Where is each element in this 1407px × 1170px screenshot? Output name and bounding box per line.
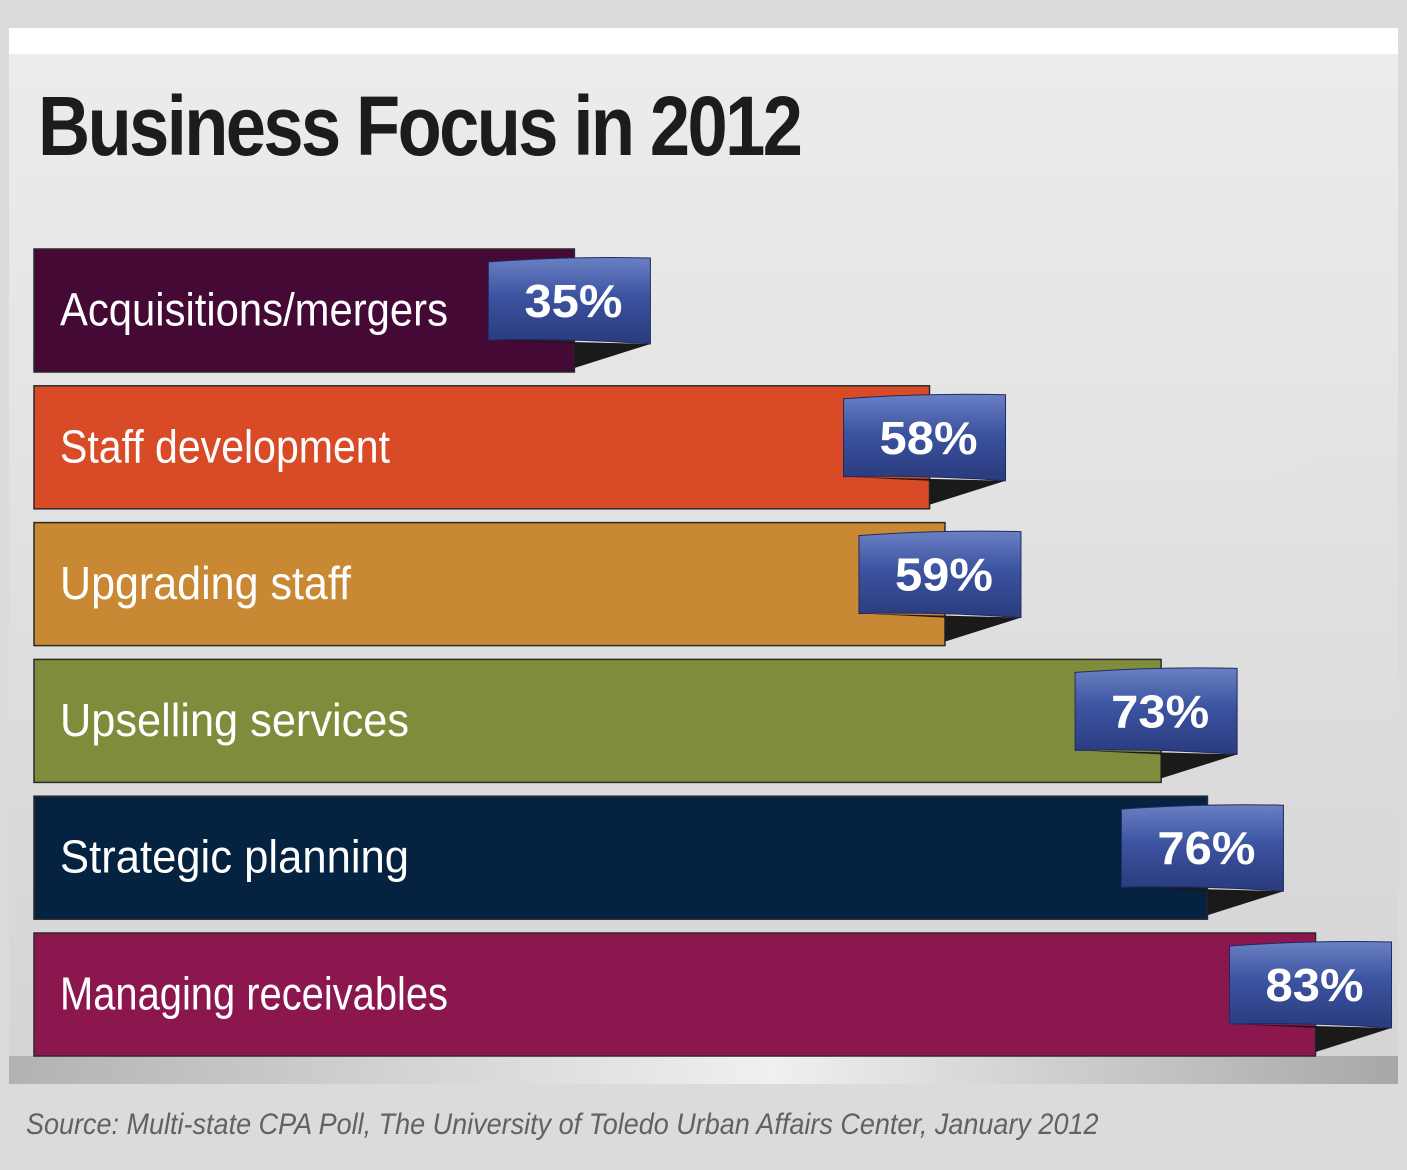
tag-shadow-3 xyxy=(862,613,1021,642)
bar-group-1: Acquisitions/mergers 35% xyxy=(33,248,651,373)
bar-3 xyxy=(33,521,946,647)
value-tag-3 xyxy=(858,530,1022,619)
value-label-6: 83% xyxy=(1266,959,1364,1011)
bar-group-3: Upgrading staff 59% xyxy=(33,521,1022,647)
bar-group-5: Strategic planning 76% xyxy=(33,795,1284,920)
tag-shadow-2 xyxy=(847,476,1006,505)
bar-2 xyxy=(33,385,931,510)
bar-group-4: Upselling services 73% xyxy=(33,658,1238,784)
category-label-2: Staff development xyxy=(60,420,390,472)
category-label-6: Managing receivables xyxy=(60,968,448,1020)
value-tag-4 xyxy=(1074,667,1238,755)
value-tag-6 xyxy=(1229,941,1393,1029)
chart-baseline xyxy=(9,1056,1398,1084)
bar-4 xyxy=(33,658,1162,784)
bar-5 xyxy=(33,795,1209,920)
value-tag-1 xyxy=(487,257,651,345)
chart-title: Business Focus in 2012 xyxy=(38,79,803,173)
value-label-3: 59% xyxy=(895,549,993,601)
bar-group-6: Managing receivables 83% xyxy=(33,932,1393,1057)
bar-1 xyxy=(33,248,576,373)
value-label-5: 76% xyxy=(1157,822,1255,874)
category-label-4: Upselling services xyxy=(60,694,409,746)
value-tag-5 xyxy=(1120,804,1284,892)
category-label-1: Acquisitions/mergers xyxy=(60,284,448,336)
tag-shadow-6 xyxy=(1233,1024,1392,1052)
tag-shadow-5 xyxy=(1125,887,1284,916)
source-note: Source: Multi-state CPA Poll, The Univer… xyxy=(26,1108,1099,1141)
category-label-5: Strategic planning xyxy=(60,831,409,883)
tag-shadow-1 xyxy=(492,340,651,368)
value-tag-2 xyxy=(843,393,1007,482)
value-label-4: 73% xyxy=(1111,685,1209,737)
bar-chart: Acquisitions/mergers 35% Staff development… xyxy=(33,248,1393,1057)
value-label-1: 35% xyxy=(524,275,622,327)
category-label-3: Upgrading staff xyxy=(60,557,351,609)
tag-shadow-4 xyxy=(1079,750,1238,779)
bar-6 xyxy=(33,932,1317,1057)
bar-group-2: Staff development 58% xyxy=(33,385,1007,510)
panel-top-strip xyxy=(9,28,1398,54)
value-label-2: 58% xyxy=(880,412,978,464)
